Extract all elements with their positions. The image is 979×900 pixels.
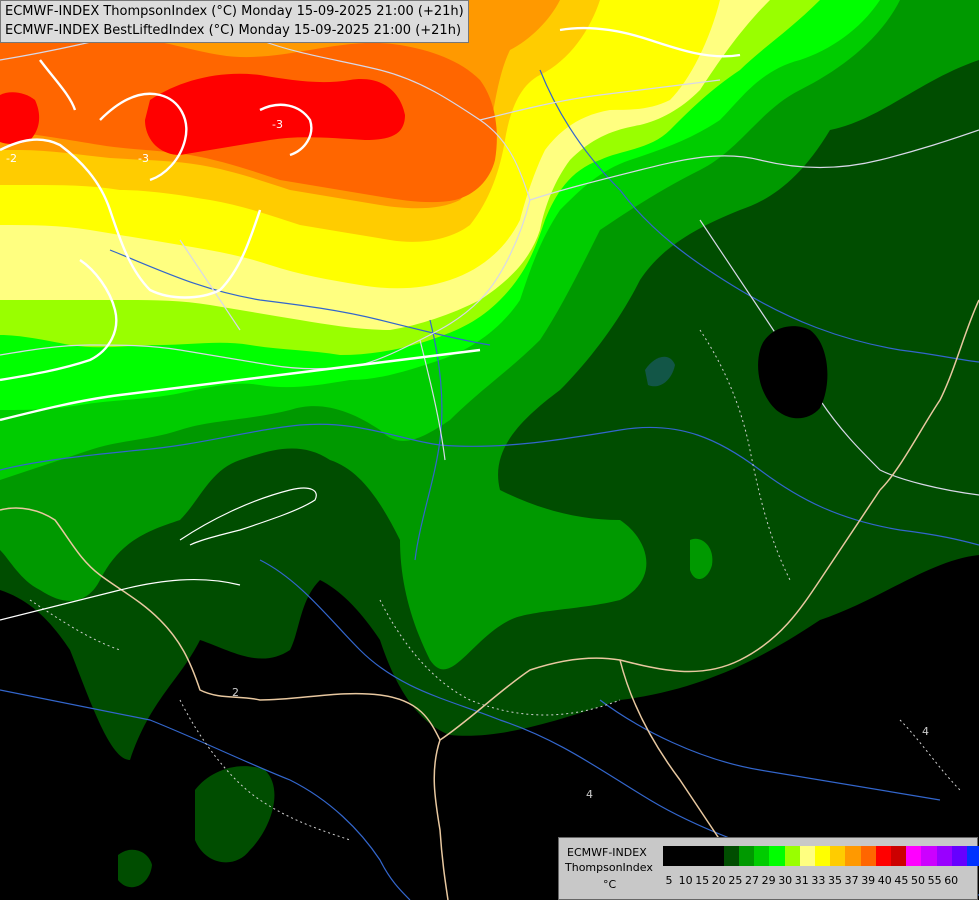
legend-swatch <box>769 846 786 866</box>
legend-swatch <box>891 846 907 866</box>
legend-model: ECMWF-INDEX <box>567 846 647 859</box>
legend-tick-label: 37 <box>844 874 859 887</box>
legend-swatch <box>921 846 938 866</box>
field-green-patch <box>690 538 713 580</box>
field-red-2 <box>145 73 405 155</box>
legend-unit: °C <box>603 878 617 891</box>
legend-tick-label: 55 <box>927 874 942 887</box>
thin-white-contours <box>0 487 317 621</box>
title-line-bli: ECMWF-INDEX BestLiftedIndex (°C) Monday … <box>5 23 462 38</box>
legend-swatch <box>815 846 831 866</box>
legend-swatch <box>678 846 695 866</box>
legend-tick-label: 5 <box>665 874 673 887</box>
legend-tick-label: 30 <box>778 874 793 887</box>
legend-swatch <box>739 846 755 866</box>
lake <box>645 356 675 387</box>
legend-swatch <box>875 846 892 866</box>
legend-tick-label: 45 <box>894 874 909 887</box>
contour-label: 2 <box>232 686 239 699</box>
color-legend: ECMWF-INDEX ThompsonIndex °C 5 10 15 20 25 27… <box>558 837 979 900</box>
contour-label: 4 <box>586 788 593 801</box>
legend-tick-label: 27 <box>745 874 759 887</box>
legend-swatch <box>906 846 923 866</box>
bli-contours <box>0 26 741 422</box>
legend-swatch <box>784 846 801 866</box>
legend-tick-label: 25 <box>728 874 743 887</box>
field-black-cell <box>758 326 828 419</box>
legend-tick-label: 40 <box>877 874 892 887</box>
legend-swatch <box>860 846 877 866</box>
contour-label: -3 <box>138 152 149 165</box>
contour-label: 4 <box>922 725 929 738</box>
legend-tick-label: 33 <box>811 874 826 887</box>
legend-swatch <box>754 846 771 866</box>
legend-tick-label: 10 <box>678 874 693 887</box>
legend-swatch <box>708 846 725 866</box>
title-line-thompson: ECMWF-INDEX ThompsonIndex (°C) Monday 15… <box>5 4 464 19</box>
legend-swatch <box>845 846 862 866</box>
legend-tick-label: 50 <box>911 874 925 887</box>
legend-tick-label: 20 <box>711 874 726 887</box>
legend-tick-label: 29 <box>761 874 776 887</box>
field-dark-green-blob <box>195 766 275 863</box>
legend-param: ThompsonIndex <box>565 861 653 874</box>
contour-label: -3 <box>272 118 283 131</box>
legend-swatch <box>830 846 847 866</box>
contour-label-group: -2 -3 -3 2 4 4 <box>6 118 929 801</box>
field-red <box>0 92 40 145</box>
dotted-contours <box>29 329 961 841</box>
legend-swatch <box>967 846 979 866</box>
legend-tick-label: 15 <box>695 874 710 887</box>
legend-tick-label: 60 <box>944 874 959 887</box>
legend-swatch <box>936 846 953 866</box>
legend-swatch <box>693 846 710 866</box>
legend-tick-label: 35 <box>828 874 842 887</box>
legend-swatch <box>723 846 740 866</box>
legend-swatch <box>951 846 968 866</box>
map-title-box: ECMWF-INDEX ThompsonIndex (°C) Monday 15… <box>0 0 469 43</box>
contour-label: -2 <box>6 152 17 165</box>
legend-tick-label: 39 <box>861 874 876 887</box>
legend-swatch <box>799 846 816 866</box>
field-dark-green-blob2 <box>118 849 152 888</box>
legend-swatch <box>663 846 679 866</box>
legend-tick-label: 31 <box>794 874 809 887</box>
